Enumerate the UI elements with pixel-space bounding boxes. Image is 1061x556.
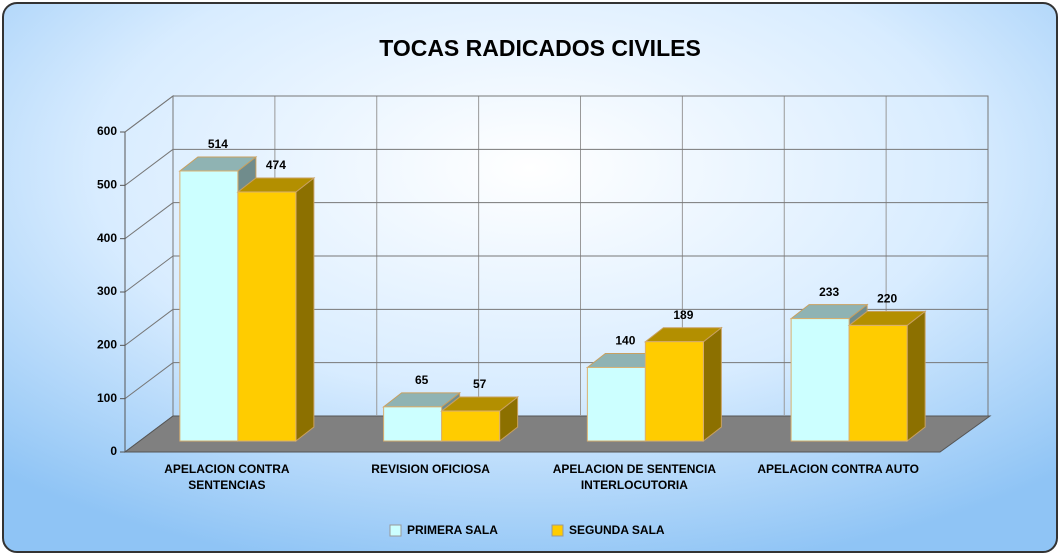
data-label: 140 — [615, 334, 635, 348]
legend-label: SEGUNDA SALA — [569, 523, 665, 537]
grid-line — [124, 95, 174, 133]
bar — [179, 170, 239, 442]
data-label: 474 — [266, 158, 286, 172]
x-tick-label: REVISION OFICIOSA — [371, 462, 490, 476]
chart-title: TOCAS RADICADOS CIVILES — [379, 35, 701, 61]
bar-side — [295, 176, 315, 443]
y-tick-label: 500 — [97, 178, 117, 192]
grid-line — [124, 148, 174, 186]
x-tick-label-line: APELACION DE SENTENCIA — [553, 462, 717, 476]
grid-line — [124, 362, 174, 400]
x-tick-label-line: INTERLOCUTORIA — [581, 478, 688, 492]
y-tick-label: 200 — [97, 338, 117, 352]
y-tick-label: 300 — [97, 284, 117, 298]
y-tick-label: 100 — [97, 391, 117, 405]
data-label: 65 — [415, 373, 429, 387]
legend-swatch — [389, 524, 402, 537]
x-tick-label-line: APELACION CONTRA — [164, 462, 290, 476]
bar — [383, 406, 443, 442]
bar — [644, 341, 704, 442]
x-tick-label: APELACION CONTRA SENTENCIAS — [164, 462, 290, 492]
bar — [848, 324, 908, 442]
floor — [123, 415, 992, 453]
bar-side — [702, 326, 722, 443]
bar — [790, 318, 850, 442]
legend-label: PRIMERA SALA — [407, 523, 498, 537]
data-label: 189 — [673, 308, 693, 322]
grid-line — [124, 308, 174, 346]
x-tick-label: APELACION CONTRA AUTO — [757, 462, 919, 476]
data-label: 57 — [473, 377, 487, 391]
y-tick-label: 0 — [110, 444, 117, 458]
bar — [441, 410, 501, 442]
plot-area: 0 100 200 300 400 500 600 APELACION CONTRA SENTE… — [97, 95, 992, 492]
data-label: 514 — [208, 137, 228, 151]
x-tick-label-line: SENTENCIAS — [188, 478, 265, 492]
x-tick-label-line: APELACION CONTRA AUTO — [757, 462, 919, 476]
data-label: 233 — [819, 285, 839, 299]
grid-line — [124, 202, 174, 240]
legend-swatch — [551, 524, 564, 537]
bar — [237, 191, 297, 442]
x-tick-label-line: REVISION OFICIOSA — [371, 462, 490, 476]
x-tick-label: APELACION DE SENTENCIA INTERLOCUTORIA — [553, 462, 717, 492]
bar — [586, 366, 646, 442]
grid-line — [124, 255, 174, 293]
data-label: 220 — [877, 292, 897, 306]
y-tick-label: 400 — [97, 231, 117, 245]
y-tick-label: 600 — [97, 124, 117, 138]
bar-side — [906, 310, 926, 443]
